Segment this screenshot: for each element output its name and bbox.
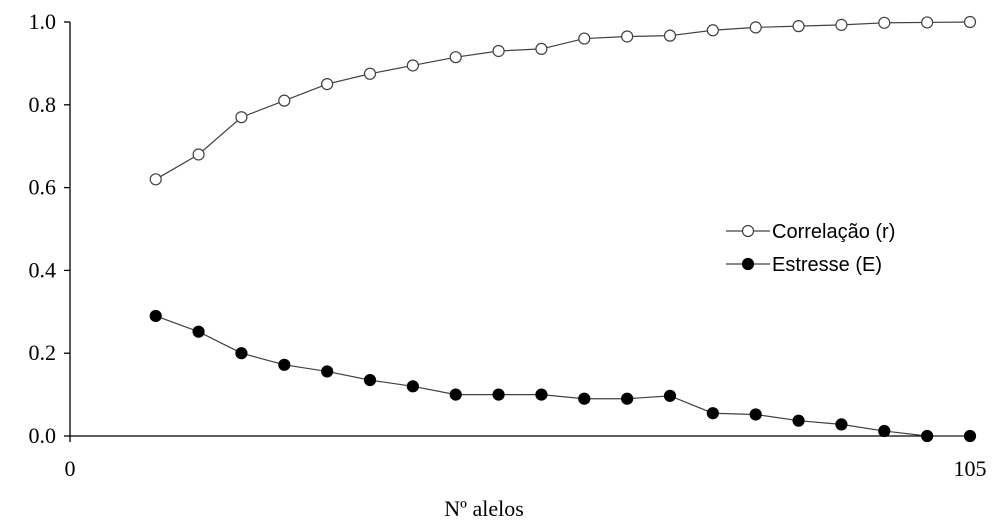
series-correlation xyxy=(149,15,977,186)
data-point xyxy=(321,365,334,378)
y-tick-label: 0.0 xyxy=(29,423,57,448)
legend-label: Correlação (r) xyxy=(772,221,895,243)
data-point xyxy=(406,59,419,72)
data-point xyxy=(278,358,291,371)
data-point xyxy=(749,21,762,34)
data-point xyxy=(363,67,377,80)
plot-area xyxy=(149,15,977,443)
legend-marker xyxy=(741,224,755,238)
data-point xyxy=(963,15,977,29)
data-point xyxy=(535,42,548,56)
data-point xyxy=(235,347,248,360)
series-line xyxy=(155,315,970,437)
data-point xyxy=(749,408,762,421)
data-point xyxy=(878,16,891,29)
x-axis: 0 105 xyxy=(65,435,987,481)
data-point xyxy=(235,111,248,124)
data-point xyxy=(535,388,548,401)
data-point xyxy=(449,51,462,64)
y-tick-label: 0.6 xyxy=(29,175,57,200)
data-point xyxy=(921,16,934,29)
y-tick-label: 0.4 xyxy=(29,257,57,282)
x-axis-title: Nº alelos xyxy=(444,496,524,521)
data-point xyxy=(706,24,719,37)
data-point xyxy=(621,30,634,43)
data-point xyxy=(578,392,591,405)
data-point xyxy=(921,429,934,443)
data-point xyxy=(149,173,162,186)
series-line xyxy=(155,21,971,180)
data-point xyxy=(449,388,462,401)
y-axis: 0.0 0.2 0.4 0.6 0.8 1.0 xyxy=(29,9,71,448)
data-point xyxy=(663,29,677,42)
x-tick-label: 105 xyxy=(954,456,987,481)
data-point xyxy=(621,392,634,405)
data-point xyxy=(192,148,205,161)
data-point xyxy=(792,414,805,427)
data-point xyxy=(406,380,419,393)
data-point xyxy=(878,424,891,438)
y-tick-label: 0.2 xyxy=(29,340,57,365)
series-stress xyxy=(149,309,977,443)
data-point xyxy=(792,20,805,33)
data-point xyxy=(663,389,677,402)
legend: Correlação (r) Estresse (E) xyxy=(726,221,895,276)
data-point xyxy=(835,418,848,431)
data-point xyxy=(492,44,505,58)
x-tick-label: 0 xyxy=(65,456,76,481)
data-point xyxy=(192,325,205,338)
data-point xyxy=(963,429,977,443)
data-point xyxy=(363,374,377,387)
data-point xyxy=(706,407,719,420)
y-tick-label: 1.0 xyxy=(29,9,57,34)
data-point xyxy=(149,309,162,323)
data-point xyxy=(321,77,334,91)
data-point xyxy=(492,388,505,401)
y-tick-label: 0.8 xyxy=(29,92,57,117)
data-point xyxy=(835,18,848,31)
data-point xyxy=(578,32,591,45)
legend-marker xyxy=(741,257,755,271)
data-point xyxy=(278,94,291,107)
legend-label: Estresse (E) xyxy=(772,254,882,276)
